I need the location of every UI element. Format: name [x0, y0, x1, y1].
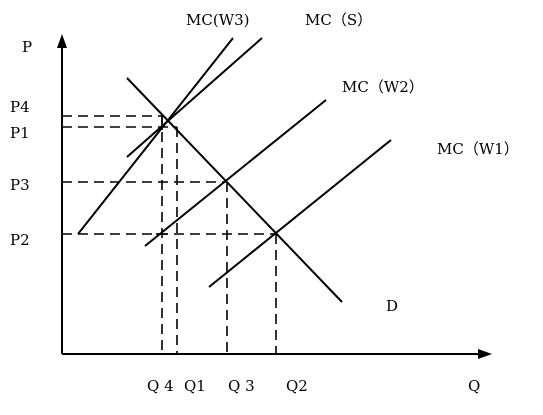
mc-w2-curve — [144, 99, 327, 247]
x-axis-arrow — [478, 349, 492, 359]
mc-w3-label: MC(W3) — [186, 11, 250, 29]
quantity-labels: Q 4 Q1 Q 3 Q2 Q — [147, 377, 480, 395]
p-axis-label: P — [22, 38, 32, 56]
mc-w1-curve — [208, 139, 392, 288]
mc-w2-label: MC（W2） — [342, 78, 424, 96]
q1-label: Q1 — [184, 377, 206, 395]
mc-s-label: MC（S） — [305, 11, 372, 29]
demand-label: D — [386, 297, 398, 315]
axes — [57, 34, 492, 359]
q2-label: Q2 — [286, 377, 308, 395]
q-axis-label: Q — [468, 377, 480, 395]
curves — [77, 37, 392, 303]
p4-label: P4 — [10, 98, 30, 116]
guide-lines — [62, 115, 277, 354]
demand-curve — [126, 77, 343, 303]
p2-label: P2 — [10, 231, 30, 249]
curve-labels: MC(W3) MC（S） MC（W2） MC（W1） D — [186, 11, 519, 315]
y-axis-arrow — [57, 34, 67, 48]
q3-label: Q 3 — [228, 377, 255, 395]
q4-label: Q 4 — [147, 377, 174, 395]
intersection-marks — [156, 116, 168, 235]
p1-label: P1 — [10, 124, 30, 142]
mc-w1-label: MC（W1） — [437, 140, 519, 158]
price-labels: P P4 P1 P3 P2 — [10, 38, 32, 249]
p3-label: P3 — [10, 176, 30, 194]
mc-w3-curve — [77, 37, 234, 235]
mc-s-curve — [126, 37, 263, 158]
